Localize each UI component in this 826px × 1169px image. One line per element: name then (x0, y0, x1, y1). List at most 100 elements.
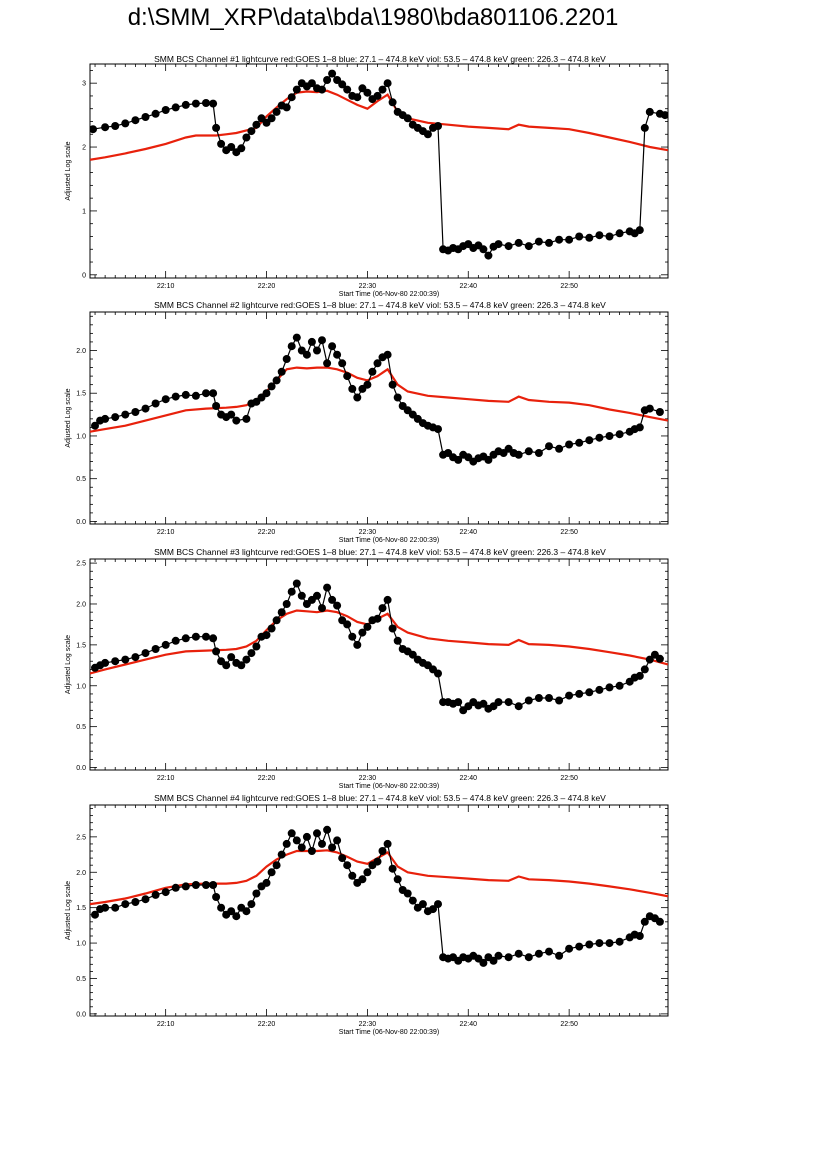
bcs-data-point (454, 698, 463, 707)
bcs-data-point (595, 433, 604, 442)
bcs-data-point (555, 951, 564, 960)
bcs-data-point (378, 604, 387, 613)
x-tick-label: 22:30 (359, 529, 377, 536)
bcs-data-point (217, 139, 226, 148)
chart-svg: 22:10 22:20 22:30 22:40 22:50 0.0 0.5 1.0 1.5 2.0… (65, 311, 669, 544)
y-tick-label: 3 (82, 81, 86, 88)
bcs-data-point (640, 665, 649, 674)
bcs-data-point (555, 696, 564, 705)
bcs-data-point (494, 240, 503, 249)
x-tick-label: 22:40 (460, 529, 478, 536)
chart-title: SMM BCS Channel #2 lightcurve red:GOES 1… (154, 300, 606, 310)
bcs-data-point (252, 642, 261, 651)
bcs-data-point (131, 653, 140, 662)
plot-area (90, 825, 668, 967)
x-axis-label: Start Time (06-Nov-80 22:00:39) (339, 291, 439, 298)
y-tick-label: 0.0 (76, 519, 86, 526)
bcs-data-point (171, 636, 180, 645)
bcs-data-point (181, 100, 190, 109)
bcs-data-point (318, 85, 326, 94)
chart-svg: 22:10 22:20 22:30 22:40 22:50 0.0 0.5 1.0 1.5 2.0… (65, 804, 669, 1036)
bcs-data-point (343, 861, 352, 870)
x-tick-label: 22:20 (258, 775, 276, 782)
bcs-data-point (328, 69, 337, 78)
bcs-data-point (227, 143, 236, 151)
bcs-data-point (545, 694, 553, 702)
x-tick-label: 22:50 (560, 775, 578, 782)
bcs-data-point (101, 123, 110, 132)
bcs-data-point (91, 421, 99, 430)
bcs-data-point (575, 232, 584, 241)
bcs-data-point (363, 622, 372, 631)
bcs-data-point (388, 380, 397, 389)
bcs-data-point (212, 647, 221, 656)
bcs-data-point (262, 389, 271, 398)
bcs-data-point (565, 235, 574, 244)
bcs-data-point (514, 702, 523, 711)
bcs-data-point (645, 107, 654, 116)
bcs-data-point (277, 850, 286, 859)
x-tick-label: 22:50 (560, 283, 578, 290)
bcs-data-point (242, 133, 251, 142)
bcs-data-point (141, 895, 150, 904)
bcs-data-point (514, 238, 523, 247)
bcs-data-point (191, 632, 200, 641)
bcs-data-point (91, 910, 99, 919)
bcs-data-point (101, 414, 110, 423)
chart-panel-4: SMM BCS Channel #4 lightcurve red:GOES 1… (0, 791, 826, 1041)
bcs-data-point (484, 251, 493, 260)
bcs-data-point (373, 857, 382, 866)
bcs-data-point (418, 900, 427, 909)
bcs-data-point (338, 359, 347, 368)
bcs-data-point (348, 871, 357, 880)
bcs-data-point (373, 91, 382, 100)
bcs-data-point (504, 242, 513, 251)
bcs-data-point (333, 601, 342, 610)
plot-frame (89, 558, 669, 771)
bcs-data-point (353, 393, 362, 402)
y-tick-label: 0.5 (76, 476, 86, 483)
x-tick-label: 22:30 (359, 1021, 377, 1028)
bcs-data-point (227, 653, 236, 662)
bcs-data-point (222, 661, 231, 670)
x-axis-label: Start Time (06-Nov-80 22:00:39) (339, 537, 439, 544)
bcs-data-point (534, 449, 543, 457)
bcs-data-point (403, 114, 412, 123)
bcs-data-point (378, 85, 387, 94)
bcs-data-point (209, 99, 218, 108)
bcs-data-point (202, 99, 210, 107)
bcs-data-point (565, 944, 574, 953)
bcs-data-point (378, 847, 387, 855)
bcs-data-point (363, 88, 372, 97)
page-title: d:\SMM_XRP\data\bda\1980\bda801106.2201 (127, 4, 619, 31)
bcs-data-point (202, 881, 210, 889)
bcs-data-point (247, 900, 256, 909)
bcs-data-point (247, 127, 256, 136)
bcs-data-point (368, 367, 377, 376)
bcs-data-point (645, 404, 654, 413)
bcs-data-point (348, 632, 357, 641)
plot-frame (89, 63, 669, 279)
x-tick-label: 22:50 (560, 529, 578, 536)
bcs-data-point (545, 442, 553, 451)
bcs-data-point (423, 130, 432, 139)
bcs-data-point (524, 696, 533, 705)
bcs-data-point (282, 839, 291, 848)
bcs-data-point (640, 917, 649, 926)
bcs-data-point (252, 889, 261, 898)
bcs-data-point (212, 893, 221, 901)
bcs-data-point (393, 636, 402, 645)
bcs-data-point (237, 661, 246, 670)
bcs-data-point (595, 939, 604, 948)
bcs-data-point (272, 376, 281, 385)
y-tick-label: 1 (82, 208, 86, 215)
bcs-data-point (338, 854, 347, 863)
bcs-data-point (131, 408, 140, 416)
bcs-data-point (292, 333, 301, 342)
y-tick-label: 1.5 (76, 391, 86, 398)
bcs-data-point (101, 903, 110, 912)
y-tick-label: 2.5 (76, 834, 86, 841)
bcs-data-point (287, 93, 296, 102)
x-tick-label: 22:10 (157, 775, 175, 782)
bcs-data-point (640, 123, 649, 132)
